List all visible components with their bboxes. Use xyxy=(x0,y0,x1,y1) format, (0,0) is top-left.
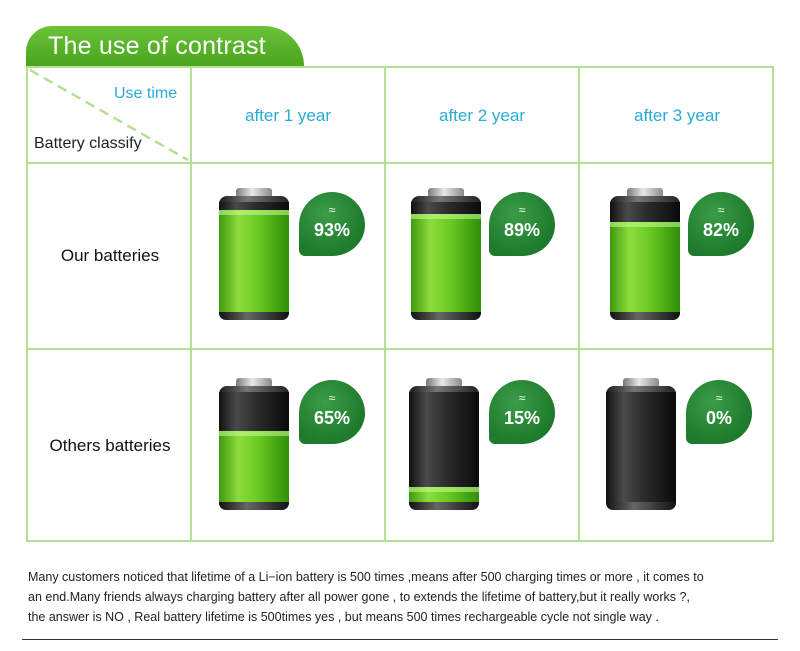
percent-value: 65% xyxy=(313,408,351,428)
footer-divider xyxy=(22,639,778,640)
percent-badge: ≈ 65% xyxy=(299,380,365,444)
battery-classify-label: Battery classify xyxy=(34,135,142,152)
percent-badge: ≈ 93% xyxy=(299,192,365,256)
percent-value: 89% xyxy=(503,220,541,240)
grid-divider xyxy=(190,68,192,540)
corner-diagonal xyxy=(29,68,189,162)
title-banner: The use of contrast xyxy=(26,26,304,66)
grid-divider xyxy=(28,348,772,350)
cell-others-year-1: ≈ 65% xyxy=(192,350,384,542)
battery-icon xyxy=(219,378,289,510)
grid-divider xyxy=(384,68,386,540)
column-header-2: after 2 year xyxy=(439,106,525,125)
cell-others-year-3: ≈ 0% xyxy=(580,350,774,542)
battery-fill xyxy=(411,214,481,314)
cell-others-year-2: ≈ 15% xyxy=(386,350,578,542)
row-header-others-batteries: Others batteries xyxy=(49,436,171,455)
percent-badge: ≈ 82% xyxy=(688,192,754,256)
percent-value: 15% xyxy=(503,408,541,428)
grid-divider xyxy=(28,162,772,164)
cell-our-year-1: ≈ 93% xyxy=(192,164,384,348)
battery-icon xyxy=(610,188,680,320)
cell-our-year-2: ≈ 89% xyxy=(386,164,578,348)
battery-fill xyxy=(409,487,479,504)
percent-value: 0% xyxy=(705,408,732,428)
battery-fill xyxy=(219,209,289,314)
percent-badge: ≈ 0% xyxy=(686,380,752,444)
column-header-3: after 3 year xyxy=(634,106,720,125)
percent-value: 82% xyxy=(702,220,740,240)
row-header-our-batteries: Our batteries xyxy=(60,246,160,265)
explanation-line: Many customers noticed that lifetime of … xyxy=(28,570,704,584)
cell-our-year-3: ≈ 82% xyxy=(580,164,774,348)
percent-value: 93% xyxy=(313,220,351,240)
battery-icon xyxy=(219,188,289,320)
use-time-label: Use time xyxy=(114,85,178,102)
battery-fill xyxy=(219,431,289,504)
explanation-text: Many customers noticed that lifetime of … xyxy=(28,567,778,627)
explanation-line: the answer is NO , Real battery lifetime… xyxy=(28,610,659,624)
battery-fill xyxy=(610,222,680,314)
column-header-1: after 1 year xyxy=(245,106,331,125)
grid-divider xyxy=(578,68,580,540)
battery-icon xyxy=(606,378,676,510)
page-title: The use of contrast xyxy=(48,31,266,60)
percent-badge: ≈ 15% xyxy=(489,380,555,444)
comparison-table: Use time Battery classify after 1 year a… xyxy=(26,66,774,542)
battery-icon xyxy=(409,378,479,510)
percent-badge: ≈ 89% xyxy=(489,192,555,256)
battery-icon xyxy=(411,188,481,320)
explanation-line: an end.Many friends always charging batt… xyxy=(28,590,690,604)
